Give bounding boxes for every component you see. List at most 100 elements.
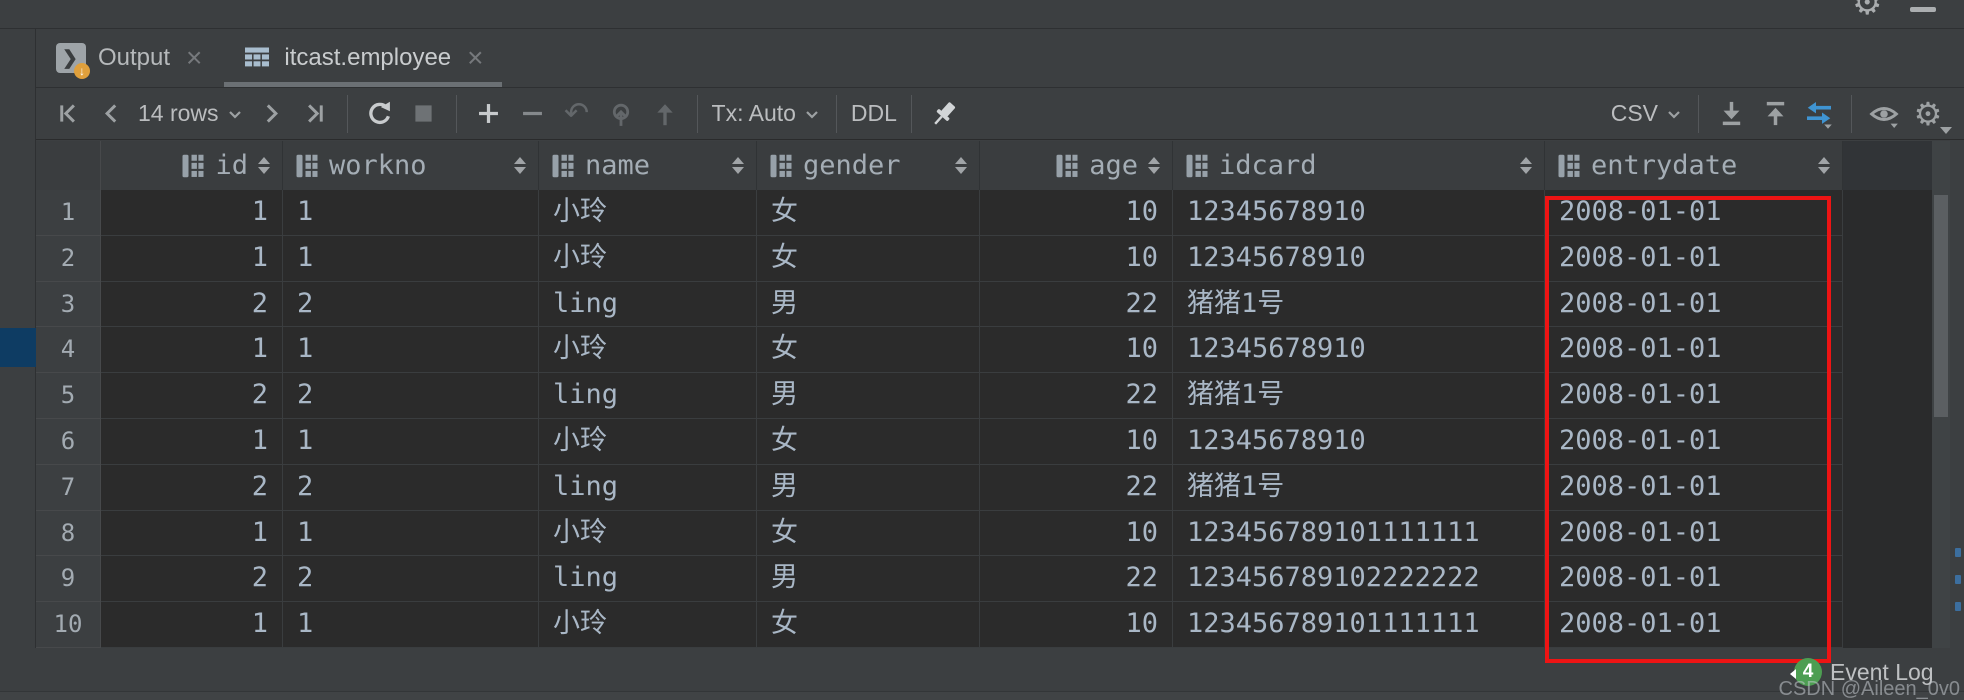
- cell-gender[interactable]: 男: [757, 373, 980, 419]
- settings-gear-icon[interactable]: ⚙: [1906, 92, 1952, 136]
- sort-toggle[interactable]: [514, 157, 526, 174]
- sort-toggle[interactable]: [258, 157, 270, 174]
- tab-itcast-employee[interactable]: itcast.employee ×: [222, 29, 503, 87]
- cell-idcard[interactable]: 猪猪1号: [1173, 281, 1545, 328]
- cell-idcard[interactable]: 12345678910: [1173, 235, 1545, 282]
- cell-idcard[interactable]: 猪猪1号: [1173, 373, 1545, 419]
- cell-workno[interactable]: 1: [283, 510, 539, 557]
- cell-workno[interactable]: 2: [283, 373, 539, 419]
- delete-row-button[interactable]: [511, 92, 555, 136]
- transaction-mode-dropdown[interactable]: Tx: Auto: [708, 100, 826, 127]
- column-header-age[interactable]: age: [980, 141, 1173, 190]
- cell-name[interactable]: 小玲: [539, 190, 757, 236]
- next-page-button[interactable]: [249, 92, 293, 136]
- cell-id[interactable]: 2: [101, 556, 283, 603]
- cell-idcard[interactable]: 12345678910: [1173, 190, 1545, 236]
- cell-entrydate[interactable]: 2008-01-01: [1545, 373, 1843, 419]
- cell-id[interactable]: 1: [101, 235, 283, 282]
- cell-name[interactable]: ling: [539, 464, 757, 511]
- cell-age[interactable]: 10: [980, 418, 1173, 465]
- cell-gender[interactable]: 女: [757, 327, 980, 374]
- close-tab-icon[interactable]: ×: [186, 42, 203, 73]
- cell-idcard[interactable]: 猪猪1号: [1173, 464, 1545, 511]
- cell-entrydate[interactable]: 2008-01-01: [1545, 235, 1843, 282]
- row-number[interactable]: 9: [36, 556, 101, 603]
- cell-name[interactable]: 小玲: [539, 235, 757, 282]
- add-row-button[interactable]: [467, 92, 511, 136]
- event-log-widget[interactable]: 4 Event Log: [1790, 658, 1934, 686]
- cell-workno[interactable]: 2: [283, 464, 539, 511]
- import-data-icon[interactable]: [1753, 92, 1797, 136]
- cell-age[interactable]: 22: [980, 464, 1173, 511]
- cell-idcard[interactable]: 12345678910: [1173, 418, 1545, 465]
- cell-name[interactable]: ling: [539, 556, 757, 603]
- cell-name[interactable]: ling: [539, 281, 757, 328]
- cell-id[interactable]: 1: [101, 327, 283, 374]
- page-size-dropdown[interactable]: 14 rows: [134, 100, 249, 127]
- row-number[interactable]: 10: [36, 602, 101, 648]
- export-data-icon[interactable]: [1709, 92, 1753, 136]
- row-number[interactable]: 6: [36, 418, 101, 465]
- column-header-id[interactable]: id: [101, 141, 283, 190]
- column-header-name[interactable]: name: [539, 141, 757, 190]
- row-number[interactable]: 5: [36, 373, 101, 419]
- cell-workno[interactable]: 1: [283, 235, 539, 282]
- sort-toggle[interactable]: [1520, 157, 1532, 174]
- first-page-button[interactable]: [46, 92, 90, 136]
- pin-tab-icon[interactable]: [922, 92, 966, 136]
- cell-gender[interactable]: 男: [757, 556, 980, 603]
- cell-entrydate[interactable]: 2008-01-01: [1545, 190, 1843, 236]
- cell-entrydate[interactable]: 2008-01-01: [1545, 464, 1843, 511]
- column-header-workno[interactable]: workno: [283, 141, 539, 190]
- cell-id[interactable]: 1: [101, 602, 283, 648]
- row-number[interactable]: 8: [36, 510, 101, 557]
- cell-workno[interactable]: 2: [283, 556, 539, 603]
- cell-age[interactable]: 10: [980, 190, 1173, 236]
- hide-window-icon[interactable]: [1910, 7, 1936, 12]
- cell-workno[interactable]: 1: [283, 418, 539, 465]
- sort-toggle[interactable]: [1818, 157, 1830, 174]
- cell-workno[interactable]: 1: [283, 602, 539, 648]
- cell-name[interactable]: 小玲: [539, 418, 757, 465]
- cell-idcard[interactable]: 123456789102222222: [1173, 556, 1545, 603]
- cell-age[interactable]: 22: [980, 556, 1173, 603]
- cell-id[interactable]: 1: [101, 510, 283, 557]
- cell-workno[interactable]: 2: [283, 281, 539, 328]
- last-page-button[interactable]: [293, 92, 337, 136]
- cell-entrydate[interactable]: 2008-01-01: [1545, 281, 1843, 328]
- cell-gender[interactable]: 女: [757, 235, 980, 282]
- cell-entrydate[interactable]: 2008-01-01: [1545, 510, 1843, 557]
- cell-entrydate[interactable]: 2008-01-01: [1545, 602, 1843, 648]
- vertical-scrollbar-thumb[interactable]: [1934, 195, 1948, 417]
- sort-toggle[interactable]: [955, 157, 967, 174]
- cell-id[interactable]: 2: [101, 373, 283, 419]
- reload-data-button[interactable]: [358, 92, 402, 136]
- cell-entrydate[interactable]: 2008-01-01: [1545, 327, 1843, 374]
- cell-id[interactable]: 2: [101, 281, 283, 328]
- cell-age[interactable]: 22: [980, 373, 1173, 419]
- sort-toggle[interactable]: [732, 157, 744, 174]
- row-number[interactable]: 1: [36, 190, 101, 236]
- compare-data-icon[interactable]: [1797, 92, 1841, 136]
- cell-idcard[interactable]: 123456789101111111: [1173, 602, 1545, 648]
- cell-idcard[interactable]: 123456789101111111: [1173, 510, 1545, 557]
- cell-name[interactable]: 小玲: [539, 327, 757, 374]
- cell-age[interactable]: 10: [980, 602, 1173, 648]
- cell-idcard[interactable]: 12345678910: [1173, 327, 1545, 374]
- export-format-dropdown[interactable]: CSV: [1607, 100, 1688, 127]
- cell-id[interactable]: 1: [101, 190, 283, 236]
- cell-gender[interactable]: 女: [757, 510, 980, 557]
- cell-gender[interactable]: 男: [757, 464, 980, 511]
- column-header-entrydate[interactable]: entrydate: [1545, 141, 1843, 190]
- cell-gender[interactable]: 女: [757, 190, 980, 236]
- cell-age[interactable]: 22: [980, 281, 1173, 328]
- row-number[interactable]: 7: [36, 464, 101, 511]
- cell-age[interactable]: 10: [980, 510, 1173, 557]
- sort-toggle[interactable]: [1148, 157, 1160, 174]
- gear-icon[interactable]: ⚙: [1852, 0, 1883, 22]
- cell-name[interactable]: ling: [539, 373, 757, 419]
- close-tab-icon[interactable]: ×: [467, 42, 484, 73]
- view-options-icon[interactable]: [1862, 92, 1906, 136]
- cell-workno[interactable]: 1: [283, 327, 539, 374]
- cell-name[interactable]: 小玲: [539, 602, 757, 648]
